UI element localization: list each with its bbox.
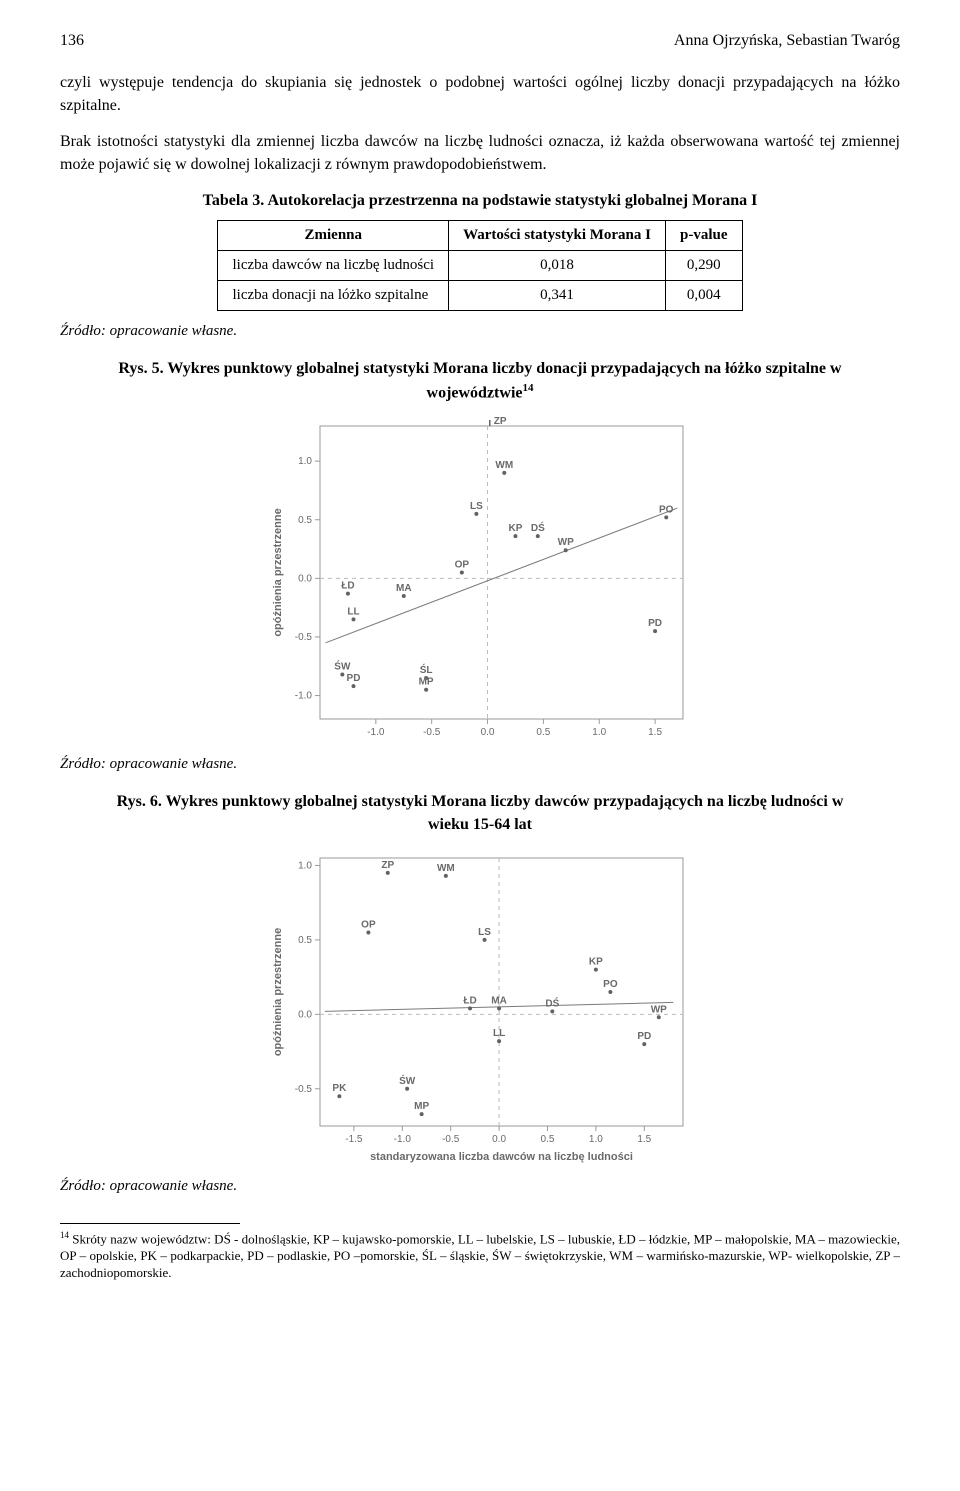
figure5-caption: Rys. 5. Wykres punktowy globalnej statys…	[100, 358, 860, 404]
svg-text:OP: OP	[361, 920, 376, 931]
svg-text:MA: MA	[396, 583, 412, 594]
svg-text:DŚ: DŚ	[531, 522, 545, 535]
paragraph-1: czyli występuje tendencja do skupiania s…	[60, 72, 900, 117]
table-row: liczba dawców na liczbę ludności 0,018 0…	[218, 251, 742, 281]
autocorrelation-table: Zmienna Wartości statystyki Morana I p-v…	[217, 220, 742, 311]
table-cell: 0,341	[449, 281, 666, 311]
table-caption: Tabela 3. Autokorelacja przestrzenna na …	[60, 190, 900, 212]
svg-text:PO: PO	[603, 979, 618, 990]
svg-text:1.0: 1.0	[298, 861, 312, 872]
fig6-prefix: Rys. 6.	[117, 793, 162, 810]
fig5-prefix: Rys. 5.	[118, 360, 163, 377]
svg-text:OP: OP	[455, 560, 470, 571]
table-col-2: p-value	[665, 221, 742, 251]
svg-text:0.5: 0.5	[298, 515, 312, 526]
table-cell: 0,004	[665, 281, 742, 311]
svg-text:MP: MP	[419, 677, 434, 688]
svg-text:-1.5: -1.5	[345, 1134, 363, 1145]
svg-text:1.0: 1.0	[592, 727, 606, 738]
svg-text:-0.5: -0.5	[295, 632, 313, 643]
table-col-1: Wartości statystyki Morana I	[449, 221, 666, 251]
svg-text:LL: LL	[493, 1028, 505, 1039]
svg-text:ŚW: ŚW	[334, 660, 351, 673]
fig5-text: Wykres punktowy globalnej statystyki Mor…	[167, 360, 841, 401]
svg-text:ŁD: ŁD	[463, 996, 476, 1007]
svg-text:1.5: 1.5	[637, 1134, 651, 1145]
fig5-sup: 14	[522, 382, 533, 394]
svg-text:ŚL: ŚL	[420, 663, 433, 676]
svg-text:ŁD: ŁD	[341, 581, 354, 592]
table-col-0: Zmienna	[218, 221, 449, 251]
svg-text:1.0: 1.0	[298, 457, 312, 468]
svg-text:ŚW: ŚW	[399, 1074, 416, 1087]
svg-text:standaryzowana liczba dawców n: standaryzowana liczba dawców na liczbę l…	[370, 1151, 633, 1163]
svg-text:0.5: 0.5	[541, 1134, 555, 1145]
footnote-separator	[60, 1223, 240, 1224]
footnote-text: Skróty nazw województw: DŚ - dolnośląski…	[60, 1232, 900, 1281]
svg-text:LS: LS	[470, 501, 483, 512]
svg-text:-0.5: -0.5	[423, 727, 441, 738]
svg-text:PD: PD	[637, 1031, 651, 1042]
table-cell: 0,290	[665, 251, 742, 281]
svg-text:1.0: 1.0	[589, 1134, 603, 1145]
svg-text:opóźnienia przestrzenne: opóźnienia przestrzenne	[272, 928, 284, 1056]
svg-text:KP: KP	[509, 524, 523, 535]
svg-text:WP: WP	[651, 1005, 667, 1016]
svg-text:WP: WP	[558, 538, 574, 549]
table-cell: 0,018	[449, 251, 666, 281]
page-header: 136 Anna Ojrzyńska, Sebastian Twaróg	[60, 30, 900, 52]
svg-text:0.5: 0.5	[298, 935, 312, 946]
paragraph-2: Brak istotności statystyki dla zmiennej …	[60, 131, 900, 176]
svg-text:0.5: 0.5	[536, 727, 550, 738]
figure5-chart: -1.0 -0.5 0.0 0.5 1.0 1.5 -1.0 -0.5 0.0 0.5 1.0 ZP W…	[265, 414, 695, 744]
svg-text:PD: PD	[648, 619, 662, 630]
source-text-3: Źródło: opracowanie własne.	[60, 1176, 900, 1197]
svg-text:PD: PD	[347, 674, 361, 685]
svg-text:-1.0: -1.0	[295, 691, 313, 702]
svg-text:-1.0: -1.0	[394, 1134, 412, 1145]
svg-text:WM: WM	[437, 863, 455, 874]
footnote-marker: 14	[60, 1230, 69, 1240]
svg-text:0.0: 0.0	[298, 574, 312, 585]
svg-text:LL: LL	[347, 607, 359, 618]
table-cell: liczba dawców na liczbę ludności	[218, 251, 449, 281]
svg-text:-0.5: -0.5	[295, 1084, 313, 1095]
svg-text:WM: WM	[495, 460, 513, 471]
svg-text:KP: KP	[589, 957, 603, 968]
footnote: 14 Skróty nazw województw: DŚ - dolnoślą…	[60, 1230, 900, 1282]
svg-text:PK: PK	[332, 1083, 347, 1094]
svg-text:MP: MP	[414, 1101, 429, 1112]
svg-text:DŚ: DŚ	[545, 997, 559, 1010]
source-text-1: Źródło: opracowanie własne.	[60, 321, 900, 342]
page-number: 136	[60, 30, 84, 52]
svg-text:LS: LS	[478, 927, 491, 938]
svg-text:-0.5: -0.5	[442, 1134, 460, 1145]
svg-text:ZP: ZP	[381, 860, 394, 871]
svg-text:0.0: 0.0	[481, 727, 495, 738]
svg-text:0.0: 0.0	[492, 1134, 506, 1145]
svg-text:PO: PO	[659, 505, 674, 516]
table-row: liczba donacji na lóżko szpitalne 0,341 …	[218, 281, 742, 311]
table-caption-text: Autokorelacja przestrzenna na podstawie …	[267, 192, 757, 209]
fig6-text: Wykres punktowy globalnej statystyki Mor…	[166, 793, 844, 832]
svg-text:MA: MA	[491, 996, 507, 1007]
svg-text:1.5: 1.5	[648, 727, 662, 738]
svg-text:-1.0: -1.0	[367, 727, 385, 738]
table-cell: liczba donacji na lóżko szpitalne	[218, 281, 449, 311]
svg-text:ZP: ZP	[494, 416, 507, 427]
figure6-chart: -1.5 -1.0 -0.5 0.0 0.5 1.0 1.5 -0.5 0.0 0.5 1.0 ZP W…	[265, 846, 695, 1166]
table-caption-prefix: Tabela 3.	[203, 192, 265, 209]
svg-text:opóźnienia przestrzenne: opóźnienia przestrzenne	[272, 509, 284, 637]
source-text-2: Źródło: opracowanie własne.	[60, 754, 900, 775]
figure6-caption: Rys. 6. Wykres punktowy globalnej statys…	[100, 791, 860, 836]
svg-text:0.0: 0.0	[298, 1010, 312, 1021]
header-authors: Anna Ojrzyńska, Sebastian Twaróg	[674, 30, 900, 52]
